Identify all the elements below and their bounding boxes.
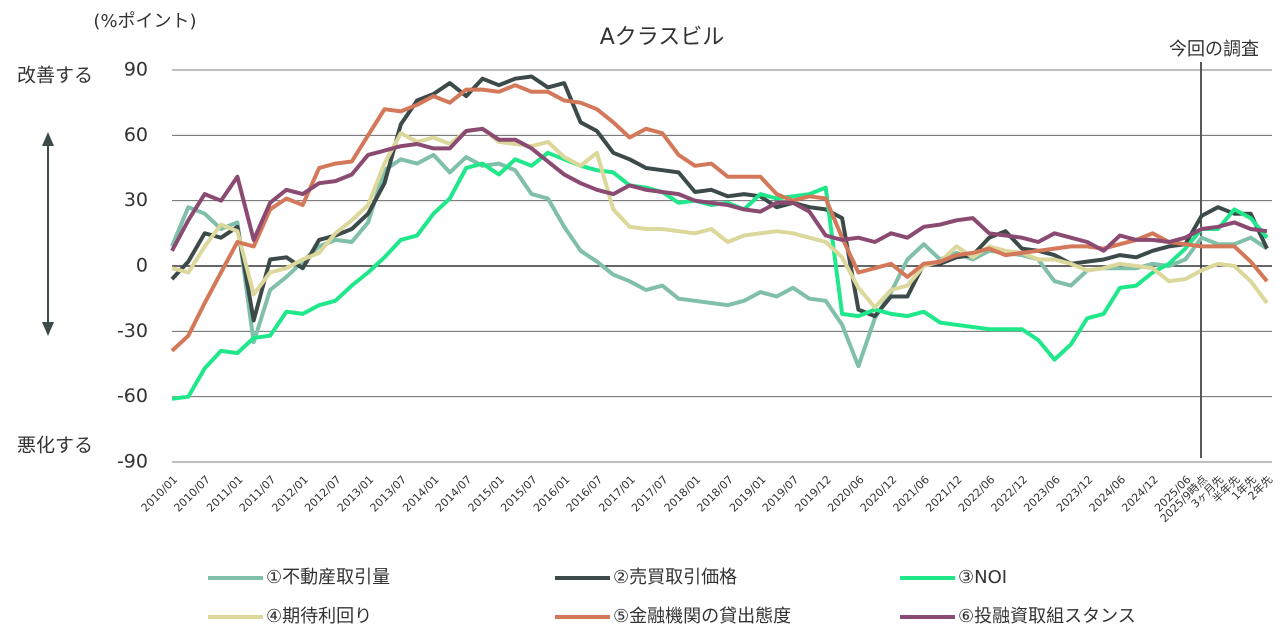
current-marker-label: 今回の調査 — [1169, 39, 1259, 60]
chart-title: Aクラスビル — [600, 25, 725, 50]
series-line — [171, 150, 1269, 401]
legend-label: ③NOI — [958, 567, 1007, 588]
series-line — [170, 152, 1269, 369]
legend-label: ⑥投融資取組スタンス — [958, 606, 1136, 627]
y-tick-label: -60 — [117, 385, 148, 407]
y-tick-label: 30 — [124, 189, 148, 211]
y-unit: (%ポイント) — [93, 11, 196, 32]
legend-label: ⑤金融機関の貸出態度 — [613, 606, 791, 627]
y-tick-label: -30 — [117, 320, 148, 342]
y-tick-label: 0 — [136, 255, 148, 277]
y-bottom-label: 悪化する — [17, 435, 93, 457]
legend-label: ②売買取引価格 — [613, 567, 737, 588]
series-line — [170, 74, 1269, 323]
y-tick-label: 90 — [124, 59, 148, 81]
y-tick-label: 60 — [124, 124, 148, 146]
y-tick-label: -90 — [117, 451, 148, 473]
legend-label: ④期待利回り — [266, 606, 372, 627]
series-line — [171, 126, 1269, 310]
direction-arrow — [42, 132, 54, 336]
legend-label: ①不動産取引量 — [266, 567, 390, 588]
series-line — [170, 83, 1269, 353]
y-top-label: 改善する — [17, 65, 93, 87]
series-line — [170, 126, 1268, 253]
